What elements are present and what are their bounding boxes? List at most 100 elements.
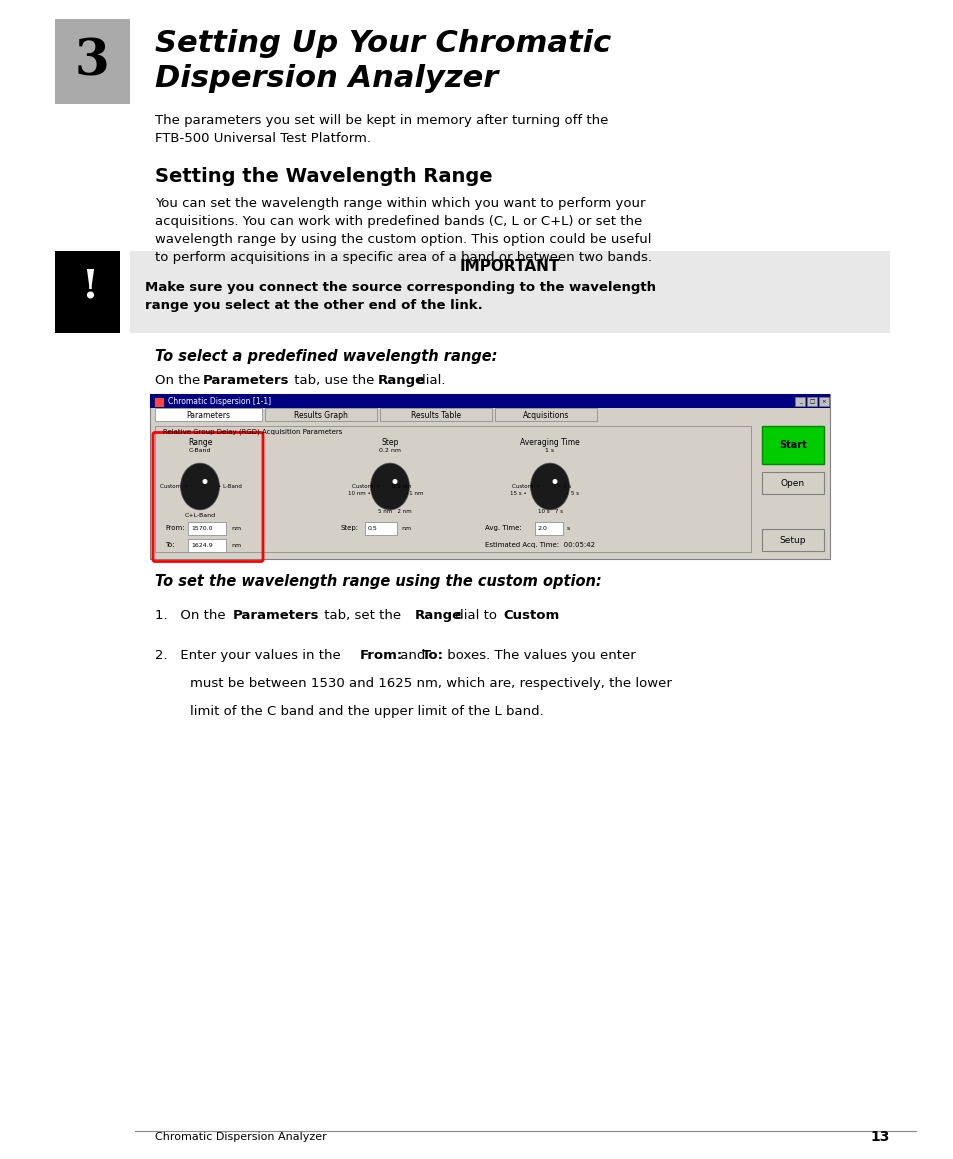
- Text: tab, set the: tab, set the: [319, 608, 405, 622]
- Text: 3: 3: [74, 37, 110, 86]
- Text: 2.0: 2.0: [537, 526, 547, 531]
- Text: Relative Group Delay (RGD) Acquisition Parameters: Relative Group Delay (RGD) Acquisition P…: [163, 429, 342, 435]
- Bar: [188, 539, 226, 553]
- Text: To:: To:: [421, 649, 443, 662]
- Text: Parameters: Parameters: [233, 608, 319, 622]
- Text: □: □: [808, 399, 814, 404]
- Text: Chromatic Dispersion [1-1]: Chromatic Dispersion [1-1]: [168, 396, 271, 406]
- Text: 0.2 nm: 0.2 nm: [378, 449, 400, 453]
- Bar: [761, 530, 823, 552]
- Text: Custom: Custom: [502, 608, 558, 622]
- Ellipse shape: [530, 464, 569, 510]
- Text: 13: 13: [870, 1130, 889, 1144]
- Text: Custom  •: Custom •: [512, 484, 539, 489]
- Bar: [761, 427, 823, 465]
- Text: 5 nm   2 nm: 5 nm 2 nm: [377, 509, 412, 513]
- Text: 0.5 nm: 0.5 nm: [392, 484, 411, 489]
- Text: .: .: [551, 608, 555, 622]
- Text: Acquisitions: Acquisitions: [522, 410, 569, 420]
- Text: C+L-Band: C+L-Band: [184, 513, 215, 518]
- Text: Make sure you connect the source corresponding to the wavelength
range you selec: Make sure you connect the source corresp…: [145, 280, 656, 312]
- Text: dial to: dial to: [451, 608, 500, 622]
- Bar: [154, 408, 262, 422]
- Text: _: _: [798, 399, 801, 404]
- Bar: [365, 523, 396, 535]
- Text: Setting Up Your Chromatic: Setting Up Your Chromatic: [154, 29, 611, 58]
- Text: •1 nm: •1 nm: [403, 491, 423, 496]
- Text: To select a predefined wavelength range:: To select a predefined wavelength range:: [154, 349, 497, 364]
- Text: Custom  •: Custom •: [352, 484, 379, 489]
- Text: Averaging Time: Averaging Time: [519, 438, 579, 447]
- Text: Setting the Wavelength Range: Setting the Wavelength Range: [154, 167, 492, 185]
- Text: To set the wavelength range using the custom option:: To set the wavelength range using the cu…: [154, 574, 601, 589]
- Text: limit of the C band and the upper limit of the L band.: limit of the C band and the upper limit …: [190, 705, 543, 717]
- Text: Setup: Setup: [779, 535, 805, 545]
- Bar: [154, 398, 164, 407]
- Text: 1570.0: 1570.0: [191, 526, 213, 531]
- Text: and: and: [395, 649, 429, 662]
- FancyBboxPatch shape: [150, 394, 829, 408]
- Text: s: s: [566, 526, 570, 531]
- Ellipse shape: [392, 479, 397, 484]
- Text: dial.: dial.: [413, 374, 445, 387]
- Text: C-Band: C-Band: [189, 449, 211, 453]
- Text: From:: From:: [359, 649, 403, 662]
- Text: Parameters: Parameters: [186, 410, 231, 420]
- Text: • L-Band: • L-Band: [218, 484, 242, 489]
- Ellipse shape: [180, 464, 219, 510]
- Bar: [265, 408, 376, 422]
- Text: Start: Start: [779, 440, 806, 451]
- Text: Avg. Time:: Avg. Time:: [484, 525, 521, 532]
- Text: Open: Open: [781, 479, 804, 488]
- Text: Parameters: Parameters: [203, 374, 289, 387]
- Text: ×: ×: [821, 399, 825, 404]
- Bar: [379, 408, 492, 422]
- Ellipse shape: [202, 479, 208, 484]
- Text: 1624.9: 1624.9: [191, 544, 213, 548]
- Text: • 5 s: • 5 s: [563, 491, 578, 496]
- Text: nm: nm: [231, 526, 241, 531]
- FancyBboxPatch shape: [55, 19, 130, 104]
- Text: You can set the wavelength range within which you want to perform your
acquisiti: You can set the wavelength range within …: [154, 197, 651, 264]
- Text: boxes. The values you enter: boxes. The values you enter: [442, 649, 635, 662]
- Text: Results Table: Results Table: [411, 410, 460, 420]
- Text: Results Graph: Results Graph: [294, 410, 348, 420]
- Text: Step: Step: [381, 438, 398, 447]
- Ellipse shape: [370, 464, 409, 510]
- Bar: [818, 398, 828, 406]
- Text: Range: Range: [377, 374, 425, 387]
- Text: nm: nm: [231, 544, 241, 548]
- Text: 10 nm •: 10 nm •: [348, 491, 371, 496]
- Text: 1 s: 1 s: [545, 449, 554, 453]
- Text: must be between 1530 and 1625 nm, which are, respectively, the lower: must be between 1530 and 1625 nm, which …: [190, 677, 671, 690]
- Bar: [806, 398, 816, 406]
- Text: Chromatic Dispersion Analyzer: Chromatic Dispersion Analyzer: [154, 1132, 327, 1142]
- Bar: [188, 523, 226, 535]
- Text: 1.   On the: 1. On the: [154, 608, 230, 622]
- Text: Step:: Step:: [339, 525, 357, 532]
- Text: 2.   Enter your values in the: 2. Enter your values in the: [154, 649, 345, 662]
- FancyBboxPatch shape: [150, 394, 829, 559]
- Text: Dispersion Analyzer: Dispersion Analyzer: [154, 64, 497, 93]
- Text: • 2 s: • 2 s: [558, 484, 571, 489]
- Text: Range: Range: [188, 438, 212, 447]
- Text: !: !: [81, 267, 98, 305]
- Text: To:: To:: [165, 542, 174, 548]
- Text: Estimated Acq. Time:  00:05:42: Estimated Acq. Time: 00:05:42: [484, 542, 595, 548]
- Bar: [495, 408, 597, 422]
- Text: 10 s   7 s: 10 s 7 s: [537, 509, 562, 513]
- Bar: [535, 523, 562, 535]
- Text: nm: nm: [400, 526, 411, 531]
- Text: tab, use the: tab, use the: [290, 374, 378, 387]
- Text: Custom  •: Custom •: [160, 484, 188, 489]
- FancyBboxPatch shape: [130, 252, 889, 333]
- Text: 15 s •: 15 s •: [510, 491, 526, 496]
- Text: IMPORTANT: IMPORTANT: [459, 258, 559, 274]
- Bar: [794, 398, 804, 406]
- Text: On the: On the: [154, 374, 204, 387]
- Ellipse shape: [552, 479, 557, 484]
- Bar: [761, 473, 823, 495]
- Text: The parameters you set will be kept in memory after turning off the
FTB-500 Univ: The parameters you set will be kept in m…: [154, 114, 608, 145]
- Bar: [154, 427, 750, 552]
- Text: 0.5: 0.5: [368, 526, 377, 531]
